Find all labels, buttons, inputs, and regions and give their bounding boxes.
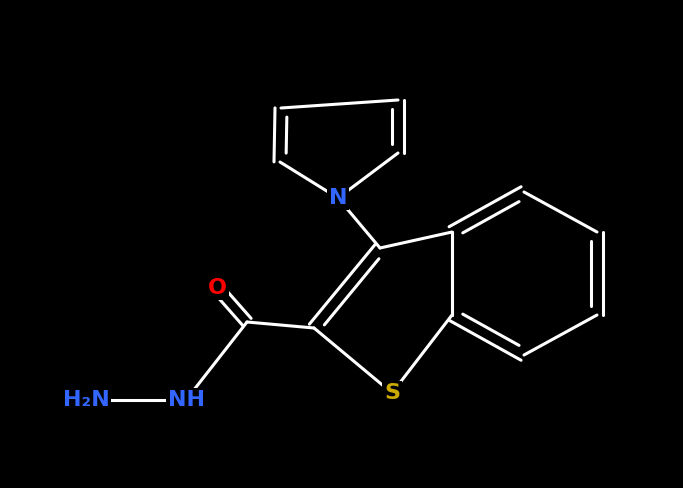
Text: N: N bbox=[329, 188, 347, 208]
Text: O: O bbox=[208, 278, 227, 298]
Text: S: S bbox=[384, 383, 400, 403]
Text: H₂N: H₂N bbox=[63, 390, 109, 410]
Text: NH: NH bbox=[167, 390, 204, 410]
